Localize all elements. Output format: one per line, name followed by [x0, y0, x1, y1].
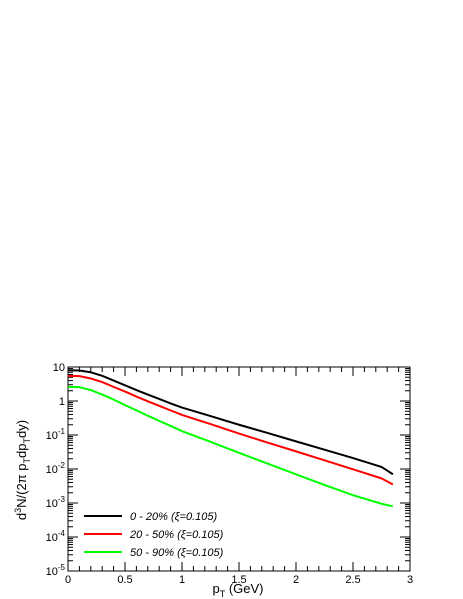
plot-area — [67, 366, 411, 572]
series-line-1 — [67, 369, 394, 476]
y-tick-label-exponent: -3 — [58, 495, 66, 504]
y-tick-label-base: 10 — [46, 532, 58, 544]
y-tick-label-base: 10 — [46, 566, 58, 578]
y-tick-label: 10-4 — [46, 529, 66, 544]
y-tick-label-exponent: -1 — [58, 427, 66, 436]
x-tick-label: 1.5 — [231, 574, 246, 586]
x-tick-label: 0 — [65, 574, 71, 586]
x-axis-title: pT (GeV) — [212, 581, 263, 599]
legend-label-1: 0 - 20% (ξ=0.105) — [130, 511, 217, 523]
y-tick-label: 1 — [59, 396, 65, 408]
y-axis-title-text: d3N/(2π pTdpTdy) — [13, 420, 32, 520]
series-line-2 — [67, 374, 394, 486]
x-axis-title-unit: (GeV) — [225, 581, 263, 596]
plot-frame — [67, 366, 411, 572]
y-tick-label-exponent: -2 — [58, 461, 66, 470]
series-lines — [67, 369, 394, 508]
x-axis-title-subscript: T — [220, 589, 226, 599]
y-tick-label-exponent: -5 — [58, 563, 66, 572]
y-tick-label-base: 10 — [46, 464, 58, 476]
y-tick-label: 10-5 — [46, 563, 66, 578]
x-tick-label: 2.5 — [345, 574, 360, 586]
y-tick-label-exponent: -4 — [58, 529, 66, 538]
y-tick-label: 10 — [53, 362, 65, 374]
y-axis-title: d3N/(2π pTdpTdy) — [13, 420, 32, 520]
y-tick-label-base: 10 — [53, 362, 65, 374]
legend-label-3: 50 - 90% (ξ=0.105) — [130, 547, 224, 559]
x-tick-label: 0.5 — [117, 574, 132, 586]
legend: 0 - 20% (ξ=0.105) 20 - 50% (ξ=0.105) 50 - … — [84, 511, 224, 559]
y-tick-label: 10-1 — [46, 427, 66, 442]
y-tick-label-base: 1 — [59, 396, 65, 408]
y-tick-label-base: 10 — [46, 430, 58, 442]
legend-label-2: 20 - 50% (ξ=0.105) — [129, 529, 224, 541]
x-axis-title-symbol: p — [212, 581, 219, 596]
y-tick-label: 10-2 — [46, 461, 66, 476]
x-tick-label: 2 — [293, 574, 299, 586]
y-tick-label: 10-3 — [46, 495, 66, 510]
x-tick-label: 3 — [407, 574, 413, 586]
x-tick-label: 1 — [179, 574, 185, 586]
series-line-3 — [67, 385, 394, 508]
y-tick-label-base: 10 — [46, 498, 58, 510]
